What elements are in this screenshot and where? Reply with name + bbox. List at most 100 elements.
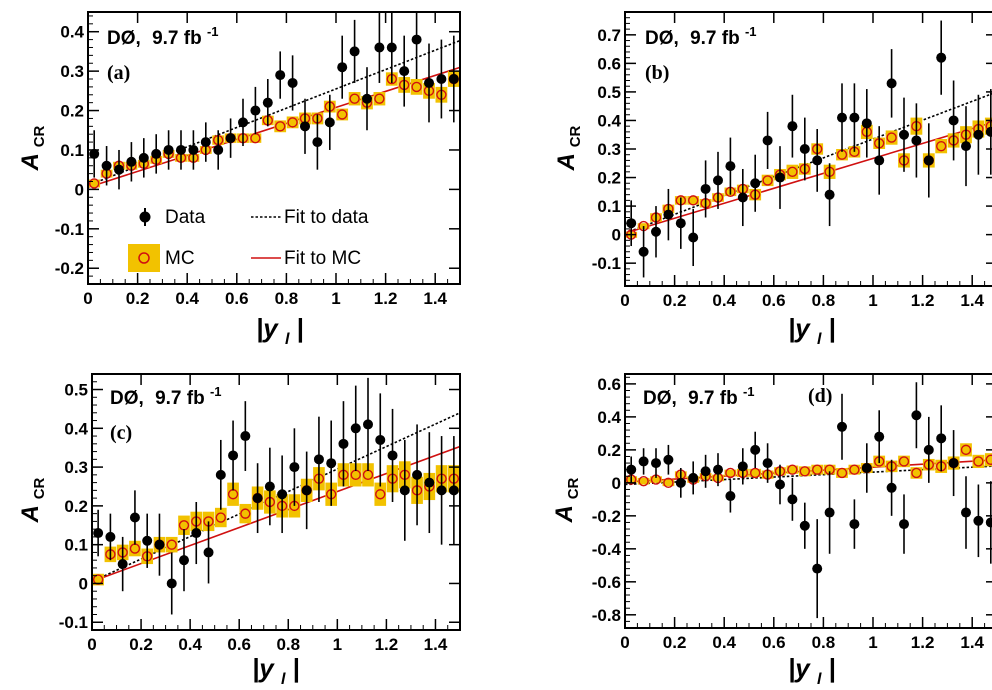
mc-uncertainty-box (129, 540, 141, 557)
mc-uncertainty-box (898, 455, 910, 468)
data-point (264, 481, 275, 492)
panel-c-xlabel-end: | (293, 653, 300, 683)
mc-point (638, 476, 649, 487)
data-point (163, 144, 174, 155)
data-point (326, 458, 337, 469)
x-tick-label: 1 (333, 635, 342, 654)
panel-c-xlabel-main: |y (252, 653, 275, 683)
fit-to-data-line (88, 39, 460, 187)
panel-d: 0 0.2 0.4 0.6 0.8 1 1.2 1.4 -0.8 -0.6 -0.4 -0.2 0 0.2… (551, 373, 992, 688)
y-tick-label: 0.1 (597, 197, 621, 216)
panel-c-experiment-name: DØ, (110, 388, 144, 409)
x-tick-label: 0.8 (812, 633, 836, 652)
mc-uncertainty-box (749, 468, 762, 478)
panel-a-lumi: 9.7 fb (152, 28, 202, 49)
data-point (93, 528, 104, 539)
data-point (275, 70, 286, 81)
data-point (737, 461, 748, 472)
y-tick-label: 0.3 (60, 62, 84, 81)
mc-point (762, 175, 773, 186)
data-point (787, 121, 798, 132)
data-point (399, 66, 410, 77)
mc-uncertainty-box (761, 174, 774, 187)
panel-b-tick-labels: 0 0.2 0.4 0.6 0.8 1 1.2 1.4 -0.1 0 0.1 0.2 0.3 0.4 0.5… (592, 26, 985, 310)
x-tick-label: 1.4 (424, 635, 448, 654)
data-point (250, 105, 261, 116)
panel-d-ylabel-main: A (551, 506, 578, 523)
mc-point (836, 467, 848, 479)
panel-d-xlabel-end: | (829, 653, 836, 683)
data-point (663, 209, 674, 220)
y-tick-label: -0.4 (592, 540, 622, 559)
data-point (961, 141, 971, 152)
data-point (923, 444, 934, 455)
panel-b-ylabel-sub: CR (567, 125, 584, 147)
data-point (663, 454, 674, 465)
data-point (936, 52, 947, 63)
y-tick-label: 0.4 (597, 408, 621, 427)
legend-mc-marker (138, 252, 150, 264)
data-point (312, 137, 323, 148)
y-tick-label: -0.6 (592, 573, 621, 592)
data-point (138, 152, 149, 163)
fit-to-data-line (625, 92, 992, 234)
mc-uncertainty-box (88, 179, 101, 188)
panel-d-data-layer (625, 382, 992, 619)
data-point (985, 517, 992, 528)
fit-to-mc-line (88, 66, 460, 189)
x-tick-label: 1.4 (423, 289, 447, 308)
panel-c-experiment: DØ, 9.7 fb -1 (110, 384, 222, 409)
data-point (725, 161, 736, 172)
mc-point (799, 466, 810, 477)
x-tick-label: 1 (331, 289, 340, 308)
svg-text:A CR: A CR (551, 477, 582, 523)
panel-d-label: (d) (808, 385, 832, 407)
data-point (899, 129, 909, 140)
mc-point (337, 109, 348, 120)
svg-text:A CR: A CR (17, 477, 48, 523)
mc-uncertainty-box (286, 116, 299, 129)
data-point (117, 559, 128, 570)
data-point (301, 485, 312, 496)
mc-point (166, 539, 177, 550)
mc-uncertainty-box (165, 536, 178, 553)
mc-point (287, 117, 298, 128)
data-point (238, 117, 248, 128)
panel-b-experiment: DØ, 9.7 fb -1 (645, 24, 757, 49)
data-point (313, 454, 324, 465)
panel-b-y-axis-label: A CR (553, 125, 584, 171)
mc-point (240, 508, 251, 519)
data-point (713, 175, 723, 186)
data-point (799, 520, 810, 531)
mc-uncertainty-box (239, 503, 252, 524)
mc-uncertainty-box (336, 108, 349, 121)
data-point (151, 148, 162, 159)
panel-b-xlabel-main: |y (788, 313, 811, 343)
y-tick-label: -0.1 (592, 254, 621, 273)
mc-uncertainty-box (178, 515, 190, 535)
data-point (651, 458, 661, 469)
panel-d-lumi: 9.7 fb (688, 388, 738, 409)
data-point (948, 458, 959, 469)
data-point (362, 93, 372, 104)
data-point (923, 155, 934, 166)
panel-c: 0 0.2 0.4 0.6 0.8 1 1.2 1.4 -0.1 0 0.1 0.2 0.3 0.4 0.5… (17, 373, 461, 688)
mc-uncertainty-box (984, 117, 992, 135)
data-point (837, 421, 847, 432)
data-point (886, 482, 897, 493)
data-point (874, 155, 885, 166)
y-tick-label: 0 (75, 180, 84, 199)
x-tick-label: 0.8 (275, 289, 299, 308)
x-tick-label: 0.2 (129, 635, 153, 654)
data-point (936, 433, 947, 444)
data-point (424, 477, 435, 488)
mc-point (349, 93, 360, 104)
data-point (861, 463, 872, 474)
mc-uncertainty-box (910, 467, 923, 479)
data-point (436, 74, 447, 85)
mc-uncertainty-box (214, 507, 227, 528)
panel-d-ticks (624, 374, 992, 629)
data-point (225, 133, 236, 144)
data-point (911, 410, 922, 421)
data-point (154, 539, 165, 550)
